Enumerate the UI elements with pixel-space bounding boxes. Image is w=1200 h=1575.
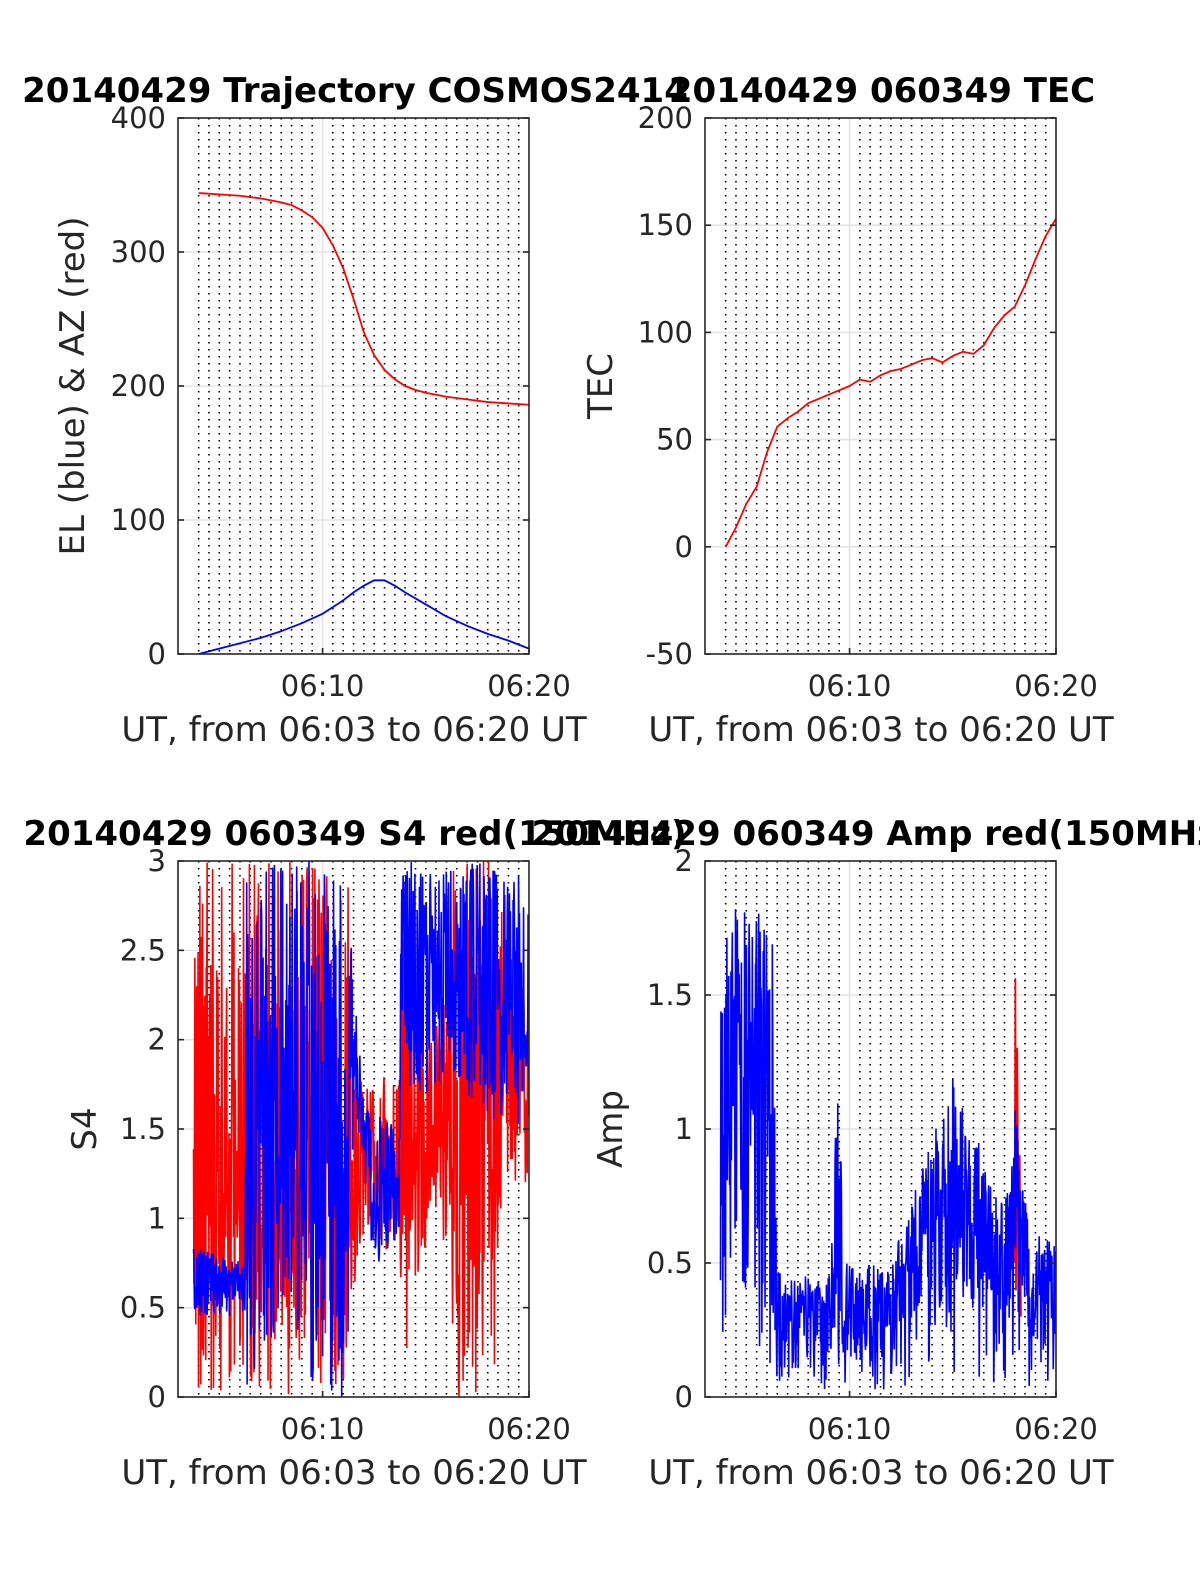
trajectory-y-tick-label: 100 [111,503,166,537]
trajectory-series-1-line [198,579,529,654]
tec-y-axis-label: TEC [581,353,621,420]
tec-y-tick-label: 50 [656,423,693,457]
tec-title: 20140429 060349 TEC [669,71,1095,111]
amp-y-tick-label: 1 [675,1112,693,1146]
s4-x-tick-label: 06:10 [281,1412,365,1446]
tec-panel: 20140429 060349 TEC UT, from 06:03 to 06… [581,71,1114,750]
amp-y-tick-label: 0.5 [647,1246,693,1280]
amp-title: 20140429 060349 Amp red(150MHz) [531,814,1200,854]
trajectory-x-tick-label: 06:10 [281,669,365,703]
s4-x-axis-label: UT, from 06:03 to 06:20 UT [121,1453,587,1493]
amp-series-1-trace [719,909,1056,1390]
amp-x-axis-label: UT, from 06:03 to 06:20 UT [648,1453,1114,1493]
tec-x-tick-label: 06:20 [1014,669,1098,703]
amp-y-tick-label: 2 [675,844,693,878]
tec-series-0-line [724,218,1056,548]
s4-series-1-trace [192,861,529,1397]
trajectory-grid [178,118,529,654]
trajectory-plot-area [198,192,529,654]
tec-y-tick-label: 0 [675,530,693,564]
tec-x-tick-label: 06:10 [808,669,892,703]
s4-y-tick-label: 3 [148,844,166,878]
s4-y-axis-label: S4 [65,1107,105,1150]
s4-title: 20140429 060349 S4 red(150MHz) [23,814,686,854]
amp-plot-area [719,909,1056,1390]
trajectory-y-tick-label: 200 [111,369,166,403]
trajectory-y-tick-label: 300 [111,235,166,269]
s4-y-tick-label: 2 [148,1023,166,1057]
s4-y-tick-label: 2.5 [120,933,166,967]
trajectory-y-tick-label: 0 [148,637,166,671]
tec-y-tick-label: 150 [638,208,693,242]
trajectory-series-0-line [198,192,529,406]
s4-panel: 20140429 060349 S4 red(150MHz) UT, from … [23,814,686,1493]
tec-y-tick-label: 100 [638,315,693,349]
tec-x-axis-label: UT, from 06:03 to 06:20 UT [648,710,1114,750]
s4-y-tick-label: 1.5 [120,1112,166,1146]
tec-plot-area [724,218,1056,548]
amp-y-axis-label: Amp [591,1090,631,1168]
amp-x-tick-label: 06:20 [1014,1412,1098,1446]
s4-x-tick-label: 06:20 [487,1412,571,1446]
amp-panel: 20140429 060349 Amp red(150MHz) UT, from… [531,814,1200,1493]
tec-y-tick-label: -50 [646,637,693,671]
amp-y-tick-label: 0 [675,1380,693,1414]
trajectory-y-tick-label: 400 [111,101,166,135]
s4-y-tick-label: 0.5 [120,1291,166,1325]
trajectory-title: 20140429 Trajectory COSMOS2414 [22,71,688,111]
amp-y-tick-label: 1.5 [647,978,693,1012]
amp-x-tick-label: 06:10 [808,1412,892,1446]
amp-series-0-line [1013,978,1022,1317]
trajectory-y-axis-label: EL (blue) & AZ (red) [53,216,93,555]
s4-y-tick-label: 1 [148,1201,166,1235]
s4-plot-area [192,861,529,1397]
trajectory-x-axis-label: UT, from 06:03 to 06:20 UT [121,710,587,750]
trajectory-x-tick-label: 06:20 [487,669,571,703]
trajectory-panel: 20140429 Trajectory COSMOS2414 UT, from … [22,71,688,750]
tec-axes-box [704,117,1057,655]
tec-y-tick-label: 200 [638,101,693,135]
s4-y-tick-label: 0 [148,1380,166,1414]
